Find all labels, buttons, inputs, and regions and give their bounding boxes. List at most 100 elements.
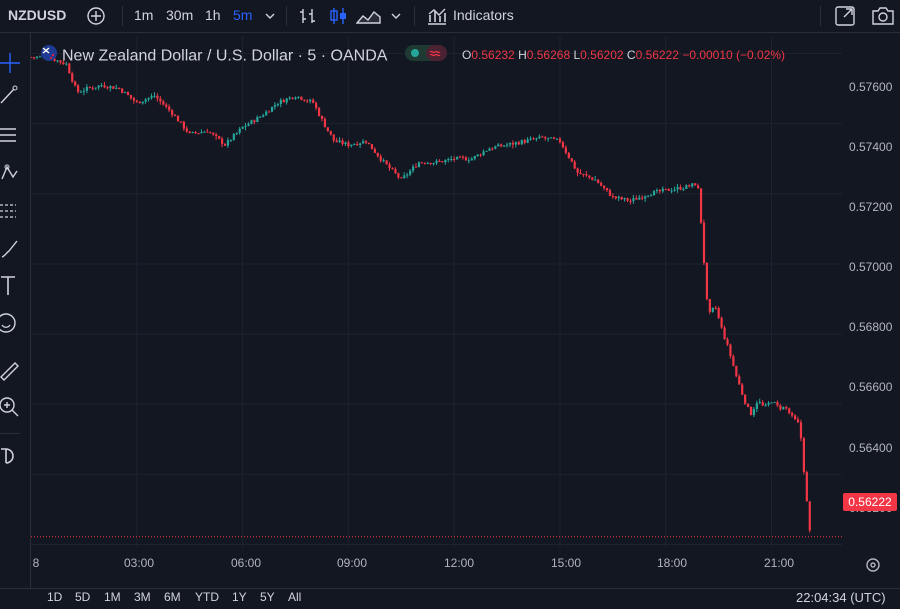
time-axis-label: 8 xyxy=(33,556,40,570)
camera-icon[interactable] xyxy=(871,5,895,27)
candle-body xyxy=(753,409,755,415)
candle-body xyxy=(145,99,147,101)
candle-body xyxy=(456,157,458,159)
magnet-icon[interactable] xyxy=(0,445,20,469)
toolbar-divider xyxy=(122,6,123,26)
candle-body xyxy=(609,190,611,196)
candle-body xyxy=(271,107,273,112)
candle-body xyxy=(629,201,631,202)
candle-body xyxy=(148,98,150,100)
candle-body xyxy=(741,385,743,395)
candle-body xyxy=(150,96,152,98)
fib-icon[interactable] xyxy=(0,199,20,223)
market-status-icon[interactable] xyxy=(405,44,447,69)
candle-body xyxy=(732,356,734,366)
range-all[interactable]: All xyxy=(288,590,301,604)
candle-body xyxy=(77,86,79,92)
candle-body xyxy=(242,127,244,129)
candle-body xyxy=(565,147,567,152)
candle-body xyxy=(577,168,579,172)
interval-5m[interactable]: 5m xyxy=(233,0,252,32)
candle-body xyxy=(776,402,778,405)
candle-body xyxy=(189,132,191,133)
area-style-icon[interactable] xyxy=(356,6,382,26)
text-tool-icon[interactable] xyxy=(0,273,20,297)
candle-body xyxy=(268,112,270,113)
bars-style-icon[interactable] xyxy=(298,6,318,26)
chevron-down-icon[interactable] xyxy=(264,10,276,22)
range-1y[interactable]: 1Y xyxy=(232,590,247,604)
candle-body xyxy=(800,422,802,438)
candle-body xyxy=(406,175,408,176)
pattern-icon[interactable] xyxy=(0,161,20,185)
close-key: C xyxy=(627,48,636,62)
indicators-button[interactable]: Indicators xyxy=(453,0,514,32)
time-axis-label: 15:00 xyxy=(551,556,581,570)
brush-icon[interactable] xyxy=(0,237,20,261)
candles-style-icon[interactable] xyxy=(328,6,350,26)
candle-body xyxy=(524,140,526,142)
candle-body xyxy=(735,366,737,376)
horizontal-lines-icon[interactable] xyxy=(0,123,20,147)
candle-body xyxy=(365,141,367,143)
indicators-icon[interactable] xyxy=(426,6,448,26)
emoji-icon[interactable] xyxy=(0,311,20,335)
candle-body xyxy=(356,144,358,145)
symbol-search-button[interactable]: NZDUSD xyxy=(8,0,66,32)
candle-body xyxy=(571,158,573,162)
candle-body xyxy=(497,144,499,146)
chevron-down-icon[interactable] xyxy=(390,10,402,22)
candle-body xyxy=(591,177,593,179)
candle-body xyxy=(718,308,720,318)
ruler-icon[interactable] xyxy=(0,357,20,381)
candle-body xyxy=(712,308,714,312)
change-value: −0.00010 (−0.02%) xyxy=(682,48,785,62)
interval-1h[interactable]: 1h xyxy=(205,0,221,32)
open-value: 0.56232 xyxy=(471,48,514,62)
candle-body xyxy=(89,87,91,88)
interval-1m[interactable]: 1m xyxy=(134,0,153,32)
compare-add-icon[interactable] xyxy=(86,6,106,26)
candle-body xyxy=(650,195,652,196)
candle-body xyxy=(626,198,628,201)
interval-30m[interactable]: 30m xyxy=(166,0,193,32)
trend-line-icon[interactable] xyxy=(0,83,20,107)
candle-body xyxy=(109,86,111,88)
settings-gear-icon[interactable] xyxy=(865,557,881,573)
candle-body xyxy=(715,308,717,309)
candle-body xyxy=(336,140,338,142)
range-6m[interactable]: 6M xyxy=(164,590,181,604)
candle-body xyxy=(594,180,596,181)
candle-body xyxy=(380,156,382,160)
candle-body xyxy=(726,339,728,345)
crosshair-icon[interactable] xyxy=(0,51,20,75)
range-5y[interactable]: 5Y xyxy=(260,590,275,604)
range-1d[interactable]: 1D xyxy=(47,590,62,604)
price-axis[interactable] xyxy=(842,36,900,548)
candle-body xyxy=(568,153,570,158)
candle-body xyxy=(115,88,117,89)
fullscreen-icon[interactable] xyxy=(834,5,856,27)
candle-body xyxy=(277,104,279,105)
candle-body xyxy=(433,163,435,164)
candle-body xyxy=(788,408,790,413)
range-1m[interactable]: 1M xyxy=(104,590,121,604)
candle-body xyxy=(624,198,626,199)
price-chart[interactable] xyxy=(31,36,842,548)
candle-body xyxy=(309,100,311,101)
chart-title: New Zealand Dollar / U.S. Dollar · 5 · O… xyxy=(62,48,387,65)
candle-body xyxy=(468,160,470,161)
candle-body xyxy=(177,116,179,121)
candle-body xyxy=(121,89,123,93)
candle-body xyxy=(245,126,247,127)
range-ytd[interactable]: YTD xyxy=(195,590,219,604)
candle-body xyxy=(256,117,258,122)
range-3m[interactable]: 3M xyxy=(134,590,151,604)
zoom-in-icon[interactable] xyxy=(0,395,20,419)
candle-body xyxy=(250,120,252,124)
range-5d[interactable]: 5D xyxy=(75,590,90,604)
candle-body xyxy=(597,180,599,183)
candle-body xyxy=(550,137,552,138)
candle-body xyxy=(521,140,523,144)
candle-body xyxy=(547,138,549,139)
